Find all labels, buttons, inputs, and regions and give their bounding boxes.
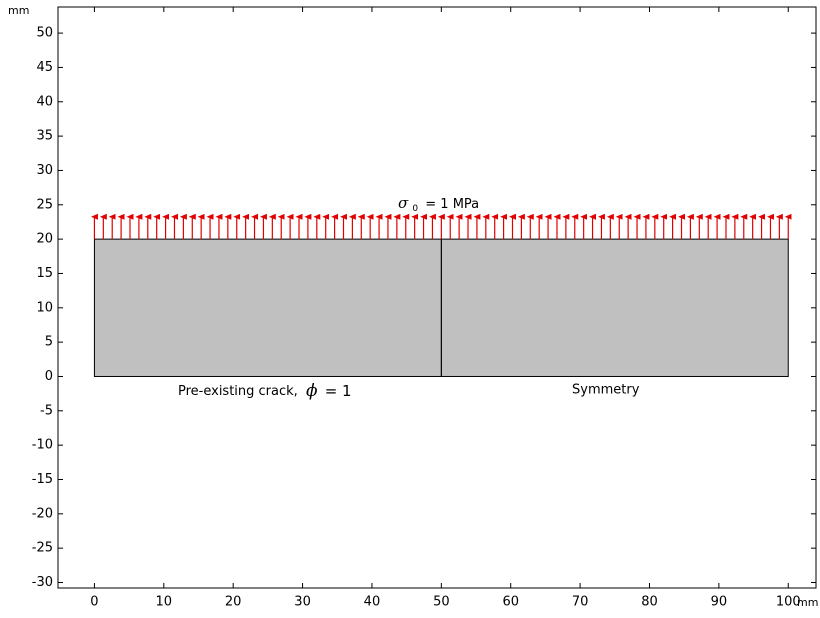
y-tick-label: 50 bbox=[36, 26, 53, 41]
y-tick-label: -25 bbox=[32, 541, 53, 556]
y-tick-label: -5 bbox=[40, 403, 53, 418]
x-axis-ticks: 0 10 20 30 40 50 60 70 80 90 100 bbox=[90, 7, 801, 610]
load-subscript: 0 bbox=[412, 204, 418, 214]
y-tick-label: -15 bbox=[32, 472, 53, 487]
y-tick-label: -20 bbox=[32, 506, 53, 521]
y-tick-label: 0 bbox=[45, 369, 53, 384]
load-value: = 1 MPa bbox=[425, 197, 479, 212]
crack-label: Pre-existing crack, ϕ = 1 bbox=[178, 381, 352, 401]
y-tick-label: 5 bbox=[45, 335, 53, 350]
x-unit-label: mm bbox=[797, 596, 818, 609]
plot-frame bbox=[57, 6, 817, 589]
y-tick-label: 15 bbox=[36, 266, 53, 281]
x-tick-label: 80 bbox=[641, 595, 658, 610]
load-symbol: σ bbox=[398, 194, 409, 212]
x-tick-label: 70 bbox=[572, 595, 589, 610]
y-unit-label: mm bbox=[8, 4, 29, 17]
x-tick-label: 0 bbox=[90, 595, 98, 610]
y-tick-label: 20 bbox=[36, 232, 53, 247]
y-tick-label: 30 bbox=[36, 163, 53, 178]
crack-text: Pre-existing crack, bbox=[178, 384, 298, 399]
y-tick-label: 25 bbox=[36, 197, 53, 212]
load-label: σ 0 = 1 MPa bbox=[398, 194, 479, 216]
symmetry-label: Symmetry bbox=[572, 383, 640, 398]
x-tick-label: 30 bbox=[294, 595, 311, 610]
y-tick-label: 10 bbox=[36, 300, 53, 315]
y-tick-label: 40 bbox=[36, 94, 53, 109]
y-tick-label: 45 bbox=[36, 60, 53, 75]
y-tick-label: -30 bbox=[32, 575, 53, 590]
x-tick-label: 50 bbox=[433, 595, 450, 610]
x-tick-label: 90 bbox=[711, 595, 728, 610]
y-axis-ticks: -30 -25 -20 -15 -10 -5 0 5 10 15 20 25 30 35 40 45 50 bbox=[32, 26, 816, 590]
x-tick-label: 60 bbox=[502, 595, 519, 610]
x-tick-label: 100 bbox=[776, 595, 801, 610]
x-tick-label: 40 bbox=[364, 595, 381, 610]
y-tick-label: -10 bbox=[32, 438, 53, 453]
load-arrows bbox=[90, 213, 792, 240]
y-tick-label: 35 bbox=[36, 129, 53, 144]
x-tick-label: 20 bbox=[225, 595, 242, 610]
crack-symbol: ϕ bbox=[306, 381, 318, 401]
crack-value: = 1 bbox=[325, 382, 352, 400]
x-tick-label: 10 bbox=[156, 595, 173, 610]
